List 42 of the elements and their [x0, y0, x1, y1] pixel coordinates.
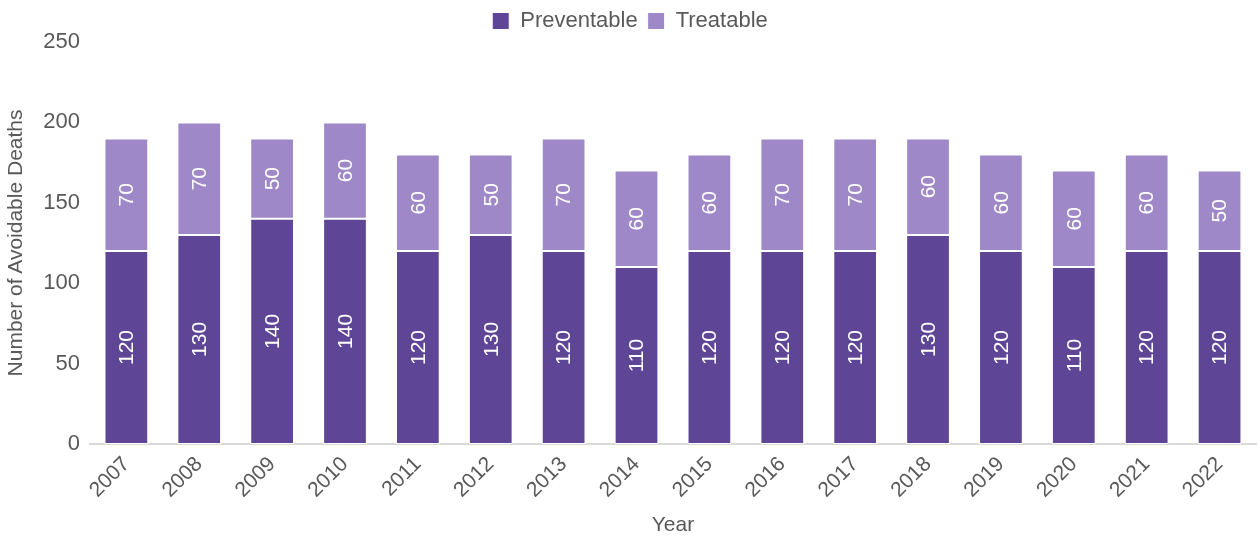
data-label: 60: [988, 191, 1012, 215]
data-label: 110: [624, 338, 648, 373]
data-label: 140: [259, 313, 283, 349]
data-label: 120: [988, 329, 1012, 365]
x-axis-title: Year: [651, 512, 695, 536]
data-label: 110: [1061, 338, 1085, 373]
data-label: 70: [842, 183, 866, 207]
y-tick-label: 100: [43, 269, 80, 295]
data-label: 120: [405, 329, 429, 365]
y-tick-label: 200: [43, 108, 80, 134]
data-label: 70: [187, 166, 211, 191]
data-label: 60: [624, 207, 648, 231]
data-label: 140: [332, 313, 356, 349]
y-tick-label: 150: [43, 188, 80, 214]
data-label: 120: [770, 329, 794, 365]
data-label: 50: [478, 183, 502, 207]
data-label: 130: [915, 321, 939, 357]
data-label: 120: [1207, 329, 1231, 365]
data-label: 60: [915, 175, 939, 199]
data-label: 120: [114, 329, 138, 365]
data-label: 120: [842, 329, 866, 365]
data-label: 60: [1061, 207, 1085, 231]
data-label: 60: [405, 191, 429, 215]
data-label: 70: [114, 183, 138, 207]
y-tick-label: 250: [43, 28, 80, 54]
data-label: 130: [187, 321, 211, 357]
legend-label: Preventable: [520, 7, 638, 33]
data-label: 60: [332, 158, 356, 183]
data-label: 50: [259, 166, 283, 191]
data-label: 60: [697, 191, 721, 215]
data-label: 50: [1207, 199, 1231, 223]
data-label: 120: [697, 329, 721, 365]
data-label: 120: [1134, 329, 1158, 365]
y-tick-label: 0: [67, 430, 80, 456]
data-label: 60: [1134, 191, 1158, 215]
y-tick-label: 50: [55, 349, 80, 375]
data-label: 70: [551, 183, 575, 207]
data-label: 130: [478, 321, 502, 357]
y-axis-title: Number of Avoidable Deaths: [3, 109, 27, 377]
data-label: 70: [770, 183, 794, 207]
data-label: 120: [551, 329, 575, 365]
legend-label: Treatable: [675, 7, 768, 33]
